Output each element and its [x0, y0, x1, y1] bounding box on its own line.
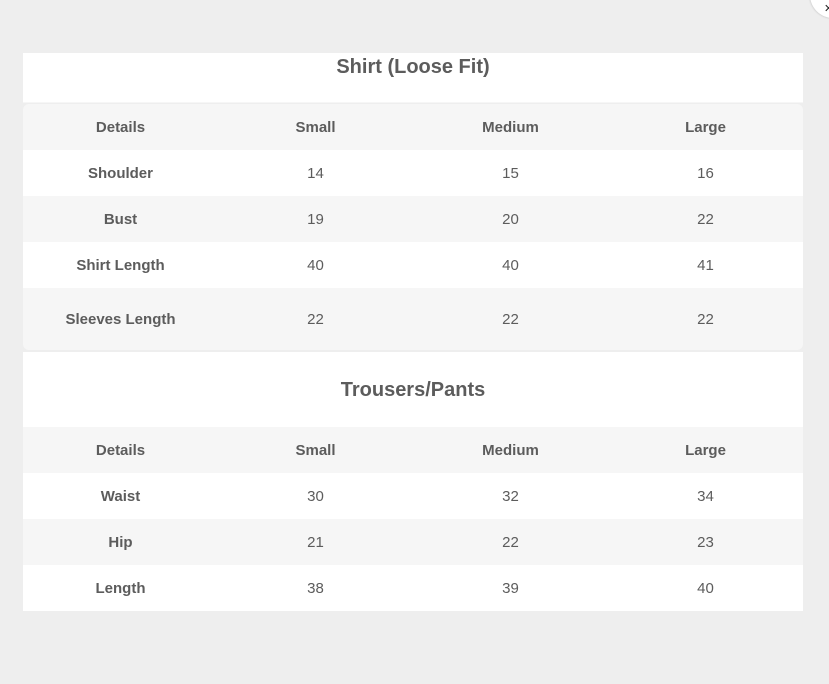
table-row: Waist 30 32 34	[23, 473, 803, 519]
table-header-row: Details Small Medium Large	[23, 104, 803, 150]
table-row: Bust 19 20 22	[23, 196, 803, 242]
pants-title: Trousers/Pants	[23, 352, 803, 427]
cell: 34	[697, 487, 714, 505]
size-chart: Shirt (Loose Fit) Details Small Medium L…	[23, 53, 803, 611]
close-icon: ✕	[824, 3, 829, 15]
shirt-size-table: Details Small Medium Large Shoulder 14 1…	[23, 104, 803, 350]
row-label: Shirt Length	[76, 256, 165, 274]
cell: 14	[307, 164, 324, 182]
column-header: Small	[295, 441, 336, 459]
close-button[interactable]: ✕	[810, 0, 829, 18]
table-row: Sleeves Length 22 22 22	[23, 288, 803, 350]
cell: 22	[502, 533, 519, 551]
cell: 19	[307, 210, 324, 228]
cell: 20	[502, 210, 519, 228]
cell: 40	[307, 256, 324, 274]
cell: 22	[307, 310, 324, 328]
cell: 15	[502, 164, 519, 182]
row-label: Hip	[108, 533, 133, 551]
cell: 32	[502, 487, 519, 505]
cell: 30	[307, 487, 324, 505]
cell: 16	[697, 164, 714, 182]
row-label: Length	[95, 579, 146, 597]
cell: 21	[307, 533, 324, 551]
table-row: Shoulder 14 15 16	[23, 150, 803, 196]
row-label: Waist	[100, 487, 141, 505]
column-header: Details	[95, 118, 146, 136]
pants-size-table: Details Small Medium Large Waist 30 32 3…	[23, 427, 803, 611]
column-header: Small	[295, 118, 336, 136]
cell: 40	[697, 579, 714, 597]
column-header: Medium	[482, 118, 539, 136]
column-header: Medium	[482, 441, 539, 459]
column-header: Large	[685, 441, 726, 459]
cell: 40	[502, 256, 519, 274]
row-label: Bust	[103, 210, 138, 228]
table-row: Hip 21 22 23	[23, 519, 803, 565]
row-label: Sleeves Length	[65, 310, 176, 328]
column-header: Details	[95, 441, 146, 459]
cell: 22	[502, 310, 519, 328]
column-header: Large	[685, 118, 726, 136]
cell: 38	[307, 579, 324, 597]
table-row: Length 38 39 40	[23, 565, 803, 611]
row-label: Shoulder	[87, 164, 153, 182]
cell: 39	[502, 579, 519, 597]
cell: 41	[697, 256, 714, 274]
cell: 22	[697, 210, 714, 228]
cell: 22	[697, 310, 714, 328]
cell: 23	[697, 533, 714, 551]
table-row: Shirt Length 40 40 41	[23, 242, 803, 288]
shirt-title: Shirt (Loose Fit)	[23, 53, 803, 103]
table-header-row: Details Small Medium Large	[23, 427, 803, 473]
